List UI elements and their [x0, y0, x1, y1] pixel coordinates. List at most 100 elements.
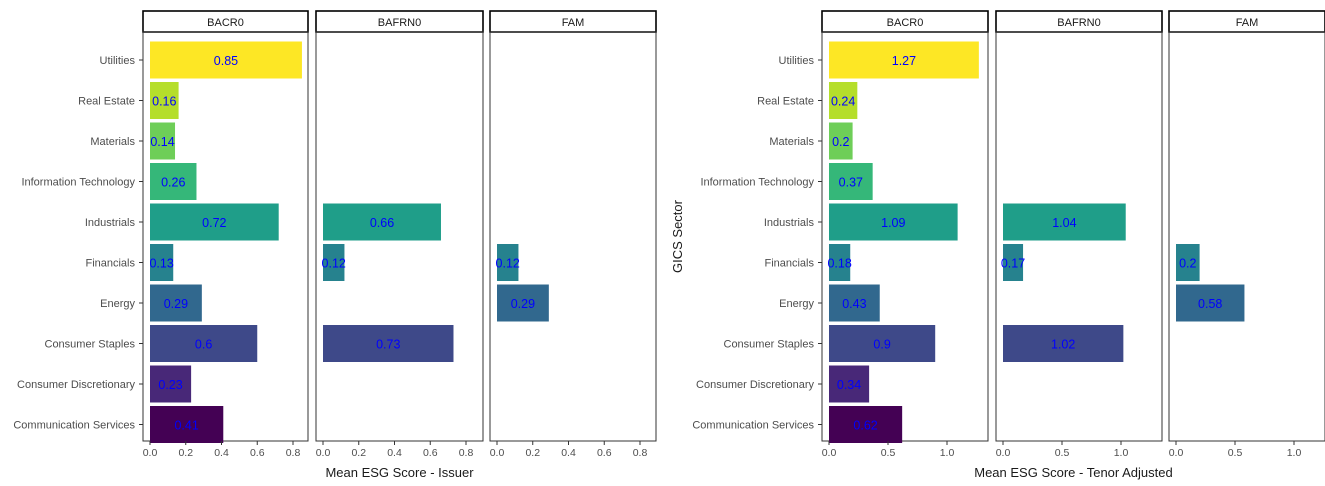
bar-value-label: 0.18	[827, 257, 851, 271]
facet-strip-label: BAFRN0	[378, 17, 421, 29]
bar-value-label: 0.66	[370, 216, 394, 230]
bar[interactable]	[829, 325, 936, 362]
bar[interactable]	[829, 244, 851, 281]
y-tick-label: Information Technology	[700, 177, 814, 189]
y-tick-label: Industrials	[764, 217, 815, 229]
y-tick-label: Consumer Discretionary	[17, 379, 135, 391]
y-tick-label: Communication Services	[692, 420, 814, 432]
bar-value-label: 1.02	[1051, 338, 1075, 352]
bar[interactable]	[323, 325, 454, 362]
bar[interactable]	[150, 163, 197, 200]
bar-value-label: 0.37	[839, 176, 863, 190]
x-tick-label: 0.5	[1055, 447, 1070, 459]
bar[interactable]	[1176, 244, 1200, 281]
facet-panel	[821, 31, 989, 442]
facet-panel	[995, 31, 1163, 442]
bar[interactable]	[1003, 244, 1024, 281]
bar[interactable]	[150, 122, 176, 160]
facet-strip-label: FAM	[1236, 17, 1259, 29]
bar-value-label: 0.24	[831, 95, 855, 109]
bar-value-label: 0.43	[842, 297, 866, 311]
bar[interactable]	[829, 284, 880, 322]
bar[interactable]	[829, 203, 958, 241]
facet-strip-label: BACR0	[207, 17, 244, 29]
bar[interactable]	[150, 203, 279, 241]
x-tick-label: 0.0	[143, 447, 158, 459]
facet-panel	[1168, 31, 1325, 442]
x-tick-label: 0.2	[178, 447, 193, 459]
bar[interactable]	[497, 244, 519, 281]
bar[interactable]	[150, 365, 192, 403]
y-tick-label: Real Estate	[757, 96, 814, 108]
bar[interactable]	[829, 365, 870, 403]
bar-value-label: 0.16	[152, 95, 176, 109]
y-tick-label: Utilities	[779, 55, 815, 67]
bar[interactable]	[497, 284, 549, 322]
y-tick-label: Materials	[769, 136, 814, 148]
x-tick-label: 0.2	[351, 447, 366, 459]
bar[interactable]	[150, 41, 302, 79]
bar-value-label: 0.26	[161, 176, 185, 190]
bar-value-label: 0.14	[150, 135, 174, 149]
bar[interactable]	[1176, 284, 1245, 322]
bar[interactable]	[150, 406, 224, 443]
bar[interactable]	[150, 325, 258, 362]
bar-value-label: 0.2	[832, 135, 849, 149]
x-tick-label: 0.4	[561, 447, 576, 459]
bar[interactable]	[150, 284, 202, 322]
x-tick-label: 0.8	[633, 447, 648, 459]
x-tick-label: 1.0	[1287, 447, 1302, 459]
facet-panel	[315, 31, 484, 442]
bar-value-label: 1.04	[1052, 216, 1076, 230]
bar-value-label: 0.85	[214, 54, 238, 68]
x-tick-label: 0.4	[387, 447, 402, 459]
x-tick-label: 1.0	[1114, 447, 1129, 459]
x-tick-label: 0.8	[459, 447, 474, 459]
facet-strip-label: BAFRN0	[1057, 17, 1100, 29]
bar[interactable]	[829, 406, 903, 443]
x-tick-label: 0.0	[822, 447, 837, 459]
bar-value-label: 0.62	[853, 419, 877, 433]
y-tick-label: Financials	[764, 258, 814, 270]
x-tick-label: 0.8	[286, 447, 301, 459]
y-axis-title: GICS Sector	[670, 199, 685, 273]
facet-strip-label: BACR0	[887, 17, 924, 29]
y-tick-label: Consumer Staples	[724, 339, 815, 351]
bar-value-label: 0.2	[1179, 257, 1196, 271]
x-tick-label: 0.0	[316, 447, 331, 459]
bar[interactable]	[150, 82, 179, 119]
x-tick-label: 0.0	[996, 447, 1011, 459]
bar-value-label: 0.41	[174, 419, 198, 433]
bar[interactable]	[323, 244, 345, 281]
bar-value-label: 0.12	[322, 257, 346, 271]
y-tick-label: Energy	[100, 298, 135, 310]
bar-value-label: 0.29	[164, 297, 188, 311]
x-tick-label: 0.2	[525, 447, 540, 459]
x-axis-title: Mean ESG Score - Issuer	[325, 465, 474, 480]
bar[interactable]	[829, 41, 979, 79]
bar-value-label: 0.17	[1001, 257, 1025, 271]
bar[interactable]	[150, 244, 174, 281]
bar[interactable]	[829, 82, 858, 119]
x-tick-label: 0.5	[1228, 447, 1243, 459]
x-tick-label: 1.0	[940, 447, 955, 459]
facet-panel	[142, 31, 309, 442]
x-tick-label: 0.4	[214, 447, 229, 459]
x-tick-label: 0.6	[597, 447, 612, 459]
bar[interactable]	[1003, 325, 1124, 362]
bar-value-label: 1.09	[881, 216, 905, 230]
facet-strip-label: FAM	[562, 17, 585, 29]
bar-value-label: 0.13	[149, 257, 173, 271]
y-tick-label: Materials	[90, 136, 135, 148]
bar[interactable]	[323, 203, 441, 241]
bar[interactable]	[829, 122, 853, 160]
y-tick-label: Financials	[85, 258, 135, 270]
bar-value-label: 0.23	[158, 378, 182, 392]
x-tick-label: 0.5	[881, 447, 896, 459]
bar-value-label: 1.27	[892, 54, 916, 68]
bar[interactable]	[1003, 203, 1126, 241]
bar-value-label: 0.34	[837, 378, 861, 392]
x-tick-label: 0.0	[1169, 447, 1184, 459]
bar[interactable]	[829, 163, 873, 200]
